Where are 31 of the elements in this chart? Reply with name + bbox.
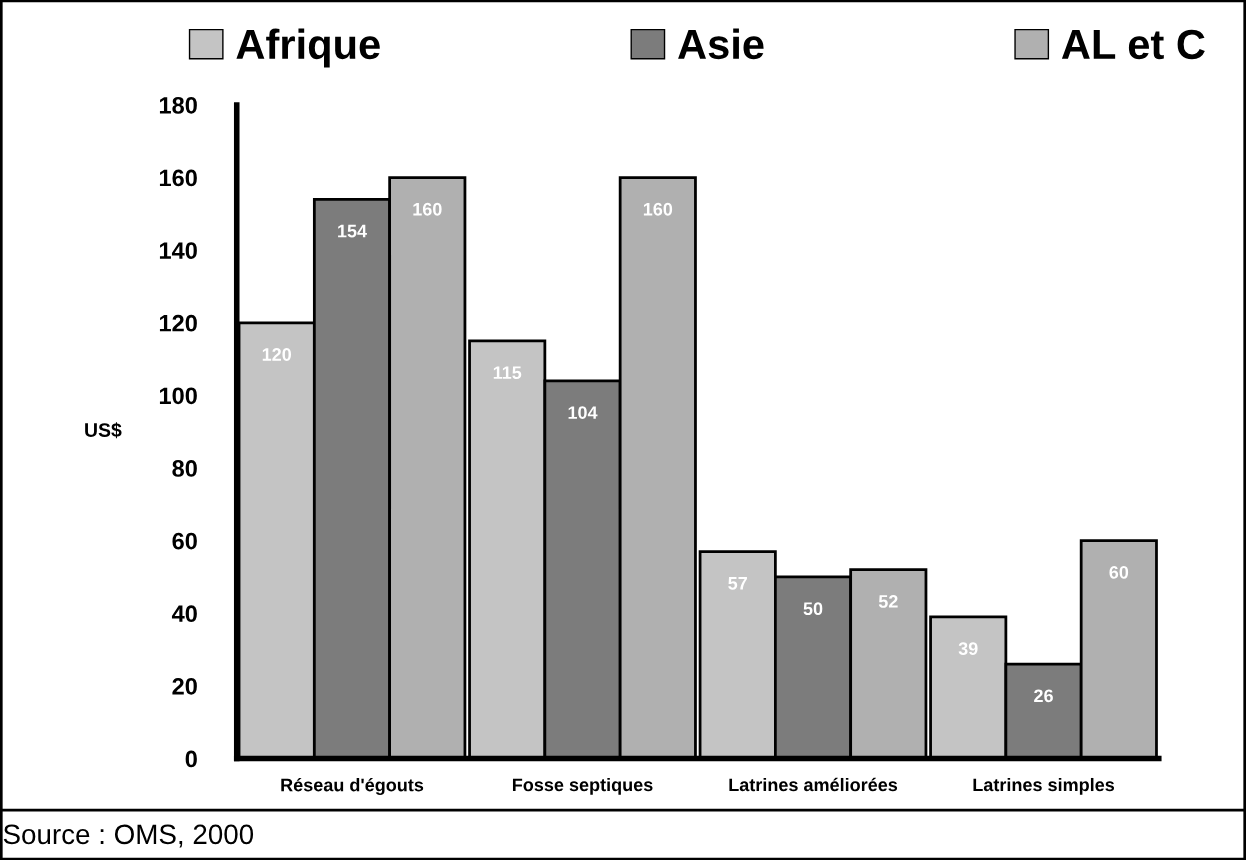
data-label: 160 — [413, 202, 442, 216]
y-axis-title: US$ — [85, 422, 122, 439]
legend-label: Asie — [678, 28, 764, 60]
x-tick-label: Réseau d'égouts — [281, 777, 424, 796]
x-tick-label: Fosse septiques — [512, 777, 653, 795]
data-label: 52 — [878, 595, 898, 608]
legend-label: Afrique — [236, 28, 380, 68]
y-tick-label: 80 — [172, 460, 197, 477]
x-tick-label: Latrines améliorées — [729, 777, 898, 792]
data-label: 160 — [643, 202, 673, 216]
legend-label: AL et C — [1061, 29, 1205, 60]
y-tick-label: 60 — [172, 532, 197, 550]
data-label: 39 — [958, 642, 978, 656]
data-label: 50 — [803, 602, 823, 616]
y-tick-label: 140 — [159, 242, 197, 259]
data-label: 57 — [728, 577, 747, 590]
data-label: 115 — [493, 366, 522, 380]
y-tick-label: 160 — [159, 169, 197, 187]
data-label: 154 — [338, 224, 367, 238]
y-tick-label: 20 — [172, 677, 197, 695]
y-tick-label: 0 — [185, 750, 197, 768]
y-tick-label: 100 — [159, 387, 197, 405]
y-tick-label: 120 — [159, 314, 197, 332]
data-label: 60 — [1109, 565, 1129, 579]
y-tick-label: 180 — [159, 96, 197, 114]
data-label: 120 — [262, 348, 292, 361]
x-tick-label: Latrines simples — [973, 777, 1115, 795]
data-label: 26 — [1034, 689, 1053, 703]
y-tick-label: 40 — [171, 605, 197, 623]
data-label: 104 — [568, 406, 598, 419]
source-note: Source : OMS, 2000 — [3, 824, 254, 848]
